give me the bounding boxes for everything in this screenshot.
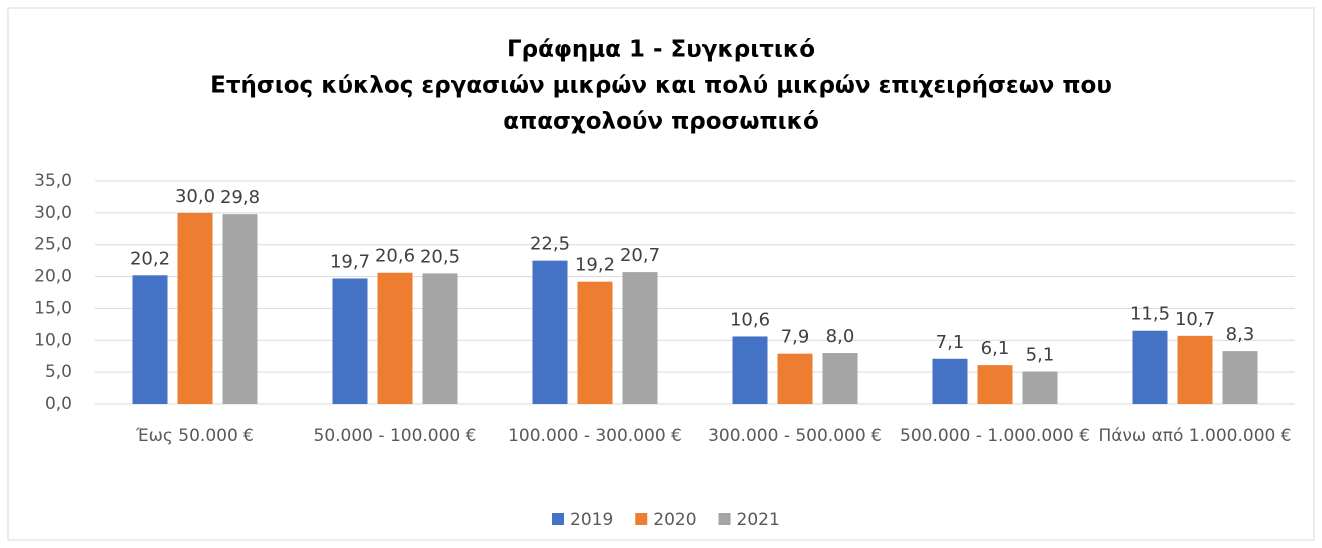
data-label: 29,8 — [220, 187, 260, 208]
legend-swatch — [552, 513, 564, 525]
chart-title: Ετήσιος κύκλος εργασιών μικρών και πολύ … — [210, 73, 1112, 99]
bar — [977, 365, 1013, 404]
y-tick-label: 5,0 — [45, 362, 72, 382]
x-tick-label: 50.000 - 100.000 € — [313, 426, 477, 446]
data-label: 22,5 — [530, 234, 570, 255]
bar — [422, 273, 458, 404]
data-label: 6,1 — [981, 338, 1010, 359]
data-label: 7,9 — [781, 327, 810, 348]
y-tick-label: 20,0 — [34, 267, 72, 287]
legend-label: 2020 — [653, 510, 696, 530]
bar — [1022, 371, 1058, 404]
chart-title: Γράφημα 1 - Συγκριτικό — [507, 37, 815, 63]
bar — [777, 353, 813, 404]
bar — [622, 272, 658, 404]
bar — [932, 358, 968, 404]
bar — [132, 275, 168, 404]
data-label: 8,3 — [1226, 324, 1255, 345]
y-tick-label: 25,0 — [34, 235, 72, 255]
y-tick-label: 0,0 — [45, 394, 72, 414]
x-tick-label: Έως 50.000 € — [135, 426, 254, 446]
y-tick-label: 15,0 — [34, 298, 72, 318]
x-tick-label: 100.000 - 300.000 € — [508, 426, 682, 446]
legend-label: 2021 — [737, 510, 780, 530]
bar — [1132, 330, 1168, 404]
data-label: 20,7 — [620, 245, 660, 266]
x-tick-label: 300.000 - 500.000 € — [708, 426, 882, 446]
legend-swatch — [718, 513, 731, 525]
data-label: 19,2 — [575, 255, 615, 276]
legend-label: 2019 — [570, 510, 613, 530]
data-label: 19,7 — [330, 251, 370, 272]
y-tick-label: 35,0 — [34, 171, 72, 191]
data-label: 20,2 — [130, 248, 170, 269]
legend-swatch — [635, 513, 648, 525]
y-tick-label: 10,0 — [34, 330, 72, 350]
bar — [222, 214, 258, 404]
bar — [577, 281, 613, 404]
bar — [532, 260, 568, 404]
bar — [177, 212, 213, 404]
bar — [377, 272, 413, 404]
data-label: 20,5 — [420, 246, 460, 267]
bar — [822, 353, 858, 404]
data-label: 7,1 — [936, 332, 965, 353]
data-label: 10,7 — [1175, 309, 1215, 330]
data-label: 8,0 — [826, 326, 855, 347]
bar — [332, 278, 368, 404]
data-label: 30,0 — [175, 186, 215, 207]
data-label: 10,6 — [730, 309, 770, 330]
data-label: 11,5 — [1130, 304, 1170, 325]
x-tick-label: Πάνω από 1.000.000 € — [1098, 426, 1292, 446]
data-label: 5,1 — [1026, 345, 1055, 366]
x-tick-label: 500.000 - 1.000.000 € — [900, 426, 1090, 446]
bar — [1177, 335, 1213, 404]
bar — [1222, 351, 1258, 404]
chart-title: απασχολούν προσωπικό — [503, 109, 819, 135]
data-label: 20,6 — [375, 246, 415, 267]
bar — [732, 336, 768, 404]
y-tick-label: 30,0 — [34, 203, 72, 223]
